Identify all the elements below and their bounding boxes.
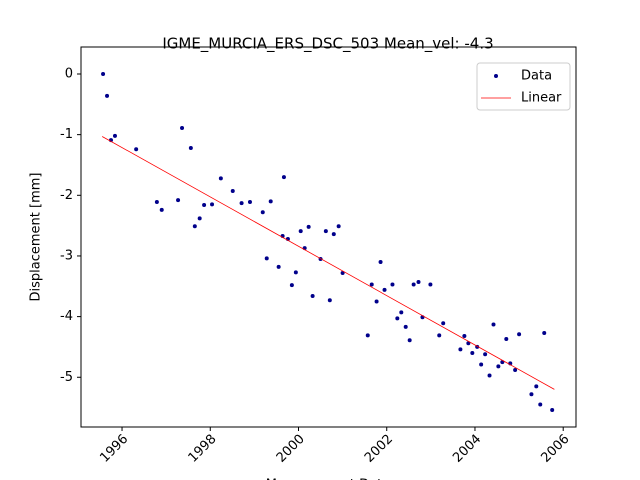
trend-line bbox=[101, 136, 555, 390]
data-point bbox=[264, 256, 269, 261]
data-point bbox=[529, 392, 534, 397]
data-point bbox=[134, 147, 139, 152]
y-tick-label: -4 bbox=[60, 309, 73, 324]
data-point bbox=[154, 199, 159, 204]
data-point bbox=[306, 224, 311, 229]
y-tick-label: -5 bbox=[60, 370, 73, 385]
data-point bbox=[197, 216, 202, 221]
data-point bbox=[180, 125, 185, 130]
data-point bbox=[268, 199, 273, 204]
data-point bbox=[395, 316, 400, 321]
data-point bbox=[382, 287, 387, 292]
data-point bbox=[491, 322, 496, 327]
x-axis-label: Measurement Date bbox=[266, 478, 390, 480]
data-point bbox=[293, 270, 298, 275]
data-point bbox=[369, 282, 374, 287]
data-point bbox=[479, 362, 484, 367]
data-point bbox=[281, 175, 286, 180]
data-point bbox=[336, 224, 341, 229]
data-point bbox=[416, 280, 421, 285]
data-point bbox=[260, 210, 265, 215]
data-point bbox=[517, 332, 522, 337]
data-point bbox=[550, 408, 555, 413]
data-point bbox=[483, 352, 488, 357]
plot-frame bbox=[80, 46, 577, 428]
data-point bbox=[399, 310, 404, 315]
data-point bbox=[513, 367, 518, 372]
data-point bbox=[365, 333, 370, 338]
data-point bbox=[323, 229, 328, 234]
data-point bbox=[534, 384, 539, 389]
data-point bbox=[411, 282, 416, 287]
data-point bbox=[289, 283, 294, 288]
chart-title: IGME_MURCIA_ERS_DSC_503 Mean_vel: -4.3 bbox=[162, 35, 493, 54]
data-point bbox=[437, 333, 442, 338]
data-point bbox=[331, 232, 336, 237]
data-point bbox=[159, 207, 164, 212]
data-point bbox=[487, 373, 492, 378]
data-point bbox=[462, 334, 467, 339]
data-point bbox=[542, 330, 547, 335]
data-point bbox=[470, 351, 475, 356]
y-tick-label: -3 bbox=[60, 248, 73, 263]
data-point bbox=[176, 198, 181, 203]
data-point bbox=[230, 189, 235, 194]
data-point bbox=[202, 203, 207, 208]
y-tick-label: -1 bbox=[60, 127, 73, 142]
y-axis-label: Displacement [mm] bbox=[29, 173, 44, 302]
data-point bbox=[390, 282, 395, 287]
data-point bbox=[239, 201, 244, 206]
data-point bbox=[458, 347, 463, 352]
data-point bbox=[504, 337, 509, 342]
data-point bbox=[378, 260, 383, 265]
data-point bbox=[192, 224, 197, 229]
data-point bbox=[218, 176, 223, 181]
data-point bbox=[496, 364, 501, 369]
data-point bbox=[101, 71, 106, 76]
legend-label: Data bbox=[521, 69, 552, 84]
data-point bbox=[466, 341, 471, 346]
data-point bbox=[188, 145, 193, 150]
legend-label: Linear bbox=[521, 91, 562, 106]
data-point bbox=[441, 321, 446, 326]
y-tick-label: 0 bbox=[65, 66, 73, 81]
data-point bbox=[210, 202, 215, 207]
data-point bbox=[407, 338, 412, 343]
legend-marker bbox=[494, 74, 498, 78]
data-point bbox=[403, 324, 408, 329]
y-tick-label: -2 bbox=[60, 188, 73, 203]
data-point bbox=[538, 402, 543, 407]
data-point bbox=[327, 298, 332, 303]
data-point bbox=[247, 199, 252, 204]
data-point bbox=[374, 299, 379, 304]
data-point bbox=[310, 293, 315, 298]
data-point bbox=[105, 93, 110, 98]
data-point bbox=[428, 282, 433, 287]
data-point bbox=[276, 264, 281, 269]
data-point bbox=[112, 133, 117, 138]
data-point bbox=[298, 229, 303, 234]
